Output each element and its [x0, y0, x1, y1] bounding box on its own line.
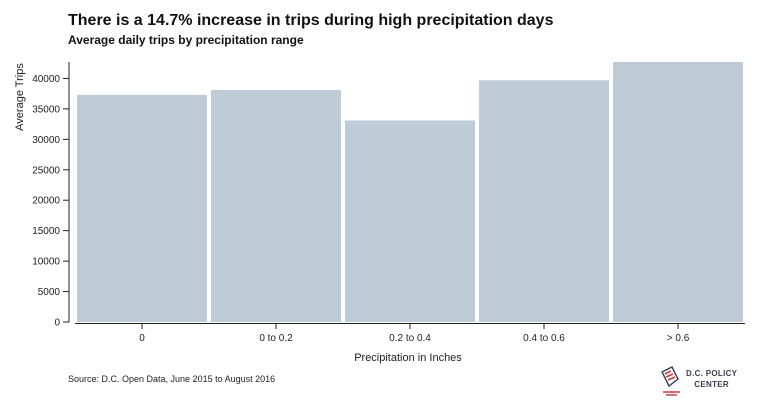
bar-0 — [77, 94, 207, 323]
y-tick-label-7: 35000 — [32, 104, 60, 115]
y-tick-label-2: 10000 — [32, 257, 60, 268]
y-tick-label-1: 5000 — [38, 287, 61, 298]
y-tick-label-0: 0 — [54, 318, 60, 329]
dc-policy-center-logo: D.C. POLICY CENTER — [656, 364, 742, 400]
x-axis: 0 0 to 0.2 0.2 to 0.4 0.4 to 0.6 > 0.6 — [75, 323, 745, 344]
logo-text: D.C. POLICY CENTER — [686, 368, 737, 390]
y-axis: 0 5000 10000 15000 20000 25000 30000 35000 40000 — [32, 62, 70, 329]
logo-line-2: CENTER — [694, 380, 729, 389]
x-tick-label-3: 0.4 to 0.6 — [523, 333, 565, 344]
bars-layer — [77, 62, 743, 323]
bar-1 — [211, 90, 341, 322]
y-tick-label-4: 20000 — [32, 196, 60, 207]
x-tick-label-4: > 0.6 — [667, 333, 690, 344]
y-tick-label-3: 15000 — [32, 226, 60, 237]
dc-map-icon — [661, 366, 680, 396]
source-note: Source: D.C. Open Data, June 2015 to Aug… — [68, 374, 276, 384]
bar-2 — [345, 120, 475, 322]
y-axis-title: Average Trips — [14, 63, 26, 131]
y-tick-label-8: 40000 — [32, 74, 60, 85]
x-tick-label-2: 0.2 to 0.4 — [389, 333, 431, 344]
x-axis-title: Precipitation in Inches — [354, 352, 462, 364]
chart-title: There is a 14.7% increase in trips durin… — [68, 12, 554, 29]
y-tick-label-5: 25000 — [32, 165, 60, 176]
x-tick-label-0: 0 — [139, 333, 145, 344]
bar-4 — [613, 62, 743, 322]
y-tick-label-6: 30000 — [32, 135, 60, 146]
x-tick-label-1: 0 to 0.2 — [259, 333, 293, 344]
logo-line-1: D.C. POLICY — [686, 369, 738, 378]
bar-3 — [479, 80, 609, 323]
bar-chart: 0 5000 10000 15000 20000 25000 30000 35000 40000… — [14, 62, 745, 364]
chart-subtitle: Average daily trips by precipitation ran… — [68, 33, 304, 47]
